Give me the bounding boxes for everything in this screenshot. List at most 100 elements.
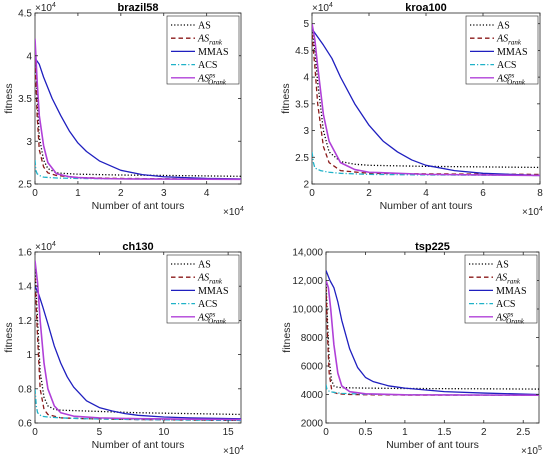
y-tick-label: 1.6 (18, 248, 32, 259)
legend-label-MMAS: MMAS (496, 286, 527, 297)
legend-label-AS_rank: ASrank (495, 273, 521, 286)
y-tick-label: 2 (303, 180, 309, 191)
x-tick-label: 3 (161, 188, 167, 199)
legend-label-MMAS: MMAS (198, 47, 229, 58)
legend-label-AS_Orank^ps: ASps Orank (496, 71, 526, 86)
y-tick-label: 12,000 (292, 276, 323, 287)
x-multiplier: ×105 (521, 445, 542, 457)
series-line-MMAS (35, 285, 241, 420)
y-tick-label: 8000 (301, 333, 324, 344)
series-line-ACS (326, 384, 539, 396)
y-tick-label: 3.5 (18, 94, 32, 105)
legend-label-AS_rank: ASrank (496, 34, 522, 47)
legend-label-AS_rank: ASrank (197, 273, 223, 286)
y-tick-label: 4.5 (18, 9, 32, 20)
series-line-AS_Orank^ps (35, 38, 241, 181)
x-tick-label: 1 (75, 188, 81, 199)
series-line-AS (312, 28, 540, 169)
y-multiplier: ×104 (312, 2, 333, 14)
series-line-ACS (312, 151, 540, 177)
y-tick-label: 2000 (301, 419, 324, 430)
x-axis-label: Number of ant tours (92, 200, 185, 212)
series-line-AS_rank (35, 277, 241, 422)
y-tick-label: 5 (303, 19, 309, 30)
legend-label-MMAS: MMAS (497, 47, 528, 58)
chart-title: brazil58 (118, 2, 159, 14)
legend-label-AS_rank: ASrank (197, 34, 223, 47)
legend-label-AS: AS (497, 21, 510, 32)
y-tick-label: 0.6 (18, 419, 32, 430)
y-axis-label: fitness (3, 83, 15, 113)
x-tick-label: 2.5 (516, 427, 530, 438)
y-axis-label: fitness (280, 83, 292, 113)
chart-title: ch130 (122, 241, 153, 253)
y-multiplier: ×104 (35, 2, 56, 14)
legend-label-AS_Orank^ps: ASps Orank (197, 71, 227, 86)
y-tick-label: 10,000 (292, 305, 323, 316)
series-line-MMAS (326, 270, 539, 396)
legend-label-MMAS: MMAS (198, 286, 229, 297)
legend-label-AS: AS (198, 260, 211, 271)
legend-label-AS: AS (198, 21, 211, 32)
x-axis-label: Number of ant tours (92, 439, 185, 451)
chart-title: tsp225 (415, 241, 450, 253)
series-line-AS (35, 42, 241, 177)
series-line-AS_Orank^ps (35, 260, 241, 421)
y-tick-label: 1.2 (18, 316, 32, 327)
y-tick-label: 3 (303, 126, 309, 137)
x-tick-label: 0 (323, 427, 329, 438)
legend-label-AS_Orank^ps: ASps Orank (197, 310, 227, 325)
y-multiplier: ×104 (35, 241, 56, 253)
x-tick-label: 6 (480, 188, 486, 199)
x-tick-label: 8 (537, 188, 543, 199)
y-tick-label: 4000 (301, 390, 324, 401)
x-tick-label: 0 (309, 188, 315, 199)
x-tick-label: 2 (118, 188, 124, 199)
series-line-AS_Orank^ps (312, 23, 540, 177)
x-tick-label: 0 (32, 427, 38, 438)
x-axis-label: Number of ant tours (380, 200, 473, 212)
chart-title: kroa100 (405, 2, 447, 14)
y-axis-label: fitness (281, 322, 293, 352)
y-tick-label: 3.5 (295, 99, 309, 110)
legend-box (465, 15, 539, 85)
x-tick-label: 5 (97, 427, 103, 438)
chart-panel-brazil58: 0 1 2 3 4 2.5 3 3.5 4 4.5 brazil58 Number of ant to… (3, 2, 244, 218)
y-tick-label: 4 (303, 73, 309, 84)
legend-label-AS_Orank^ps: ASps Orank (495, 310, 525, 325)
y-axis-label: fitness (3, 322, 15, 352)
x-tick-label: 1.5 (437, 427, 451, 438)
x-multiplier: ×104 (522, 206, 543, 218)
x-tick-label: 2 (481, 427, 487, 438)
legend-label-ACS: ACS (497, 60, 516, 71)
y-tick-label: 0.8 (18, 384, 32, 395)
series-line-MMAS (35, 57, 241, 180)
legend-box (464, 254, 538, 324)
x-tick-label: 4 (204, 188, 210, 199)
y-tick-label: 1 (26, 350, 32, 361)
x-tick-label: 0 (32, 188, 38, 199)
x-tick-label: 1 (402, 427, 408, 438)
x-tick-label: 0.5 (358, 427, 372, 438)
y-tick-label: 4.5 (295, 46, 309, 57)
legend-label-ACS: ACS (198, 299, 217, 310)
series-line-AS_Orank^ps (326, 280, 539, 397)
chart-panel-tsp225: 0 0.5 1 1.5 2 2.5 2000 4000 6000 8000 10,000 12,000… (281, 241, 542, 457)
x-tick-label: 10 (158, 427, 170, 438)
x-axis-label: Number of ant tours (386, 439, 479, 451)
legend-box (166, 254, 240, 324)
series-line-MMAS (312, 28, 540, 177)
y-tick-label: 6000 (301, 362, 324, 373)
x-multiplier: ×104 (223, 445, 244, 457)
x-tick-label: 2 (366, 188, 372, 199)
y-tick-label: 14,000 (292, 248, 323, 259)
x-tick-label: 15 (223, 427, 235, 438)
y-tick-label: 3 (26, 137, 32, 148)
x-multiplier: ×104 (223, 206, 244, 218)
